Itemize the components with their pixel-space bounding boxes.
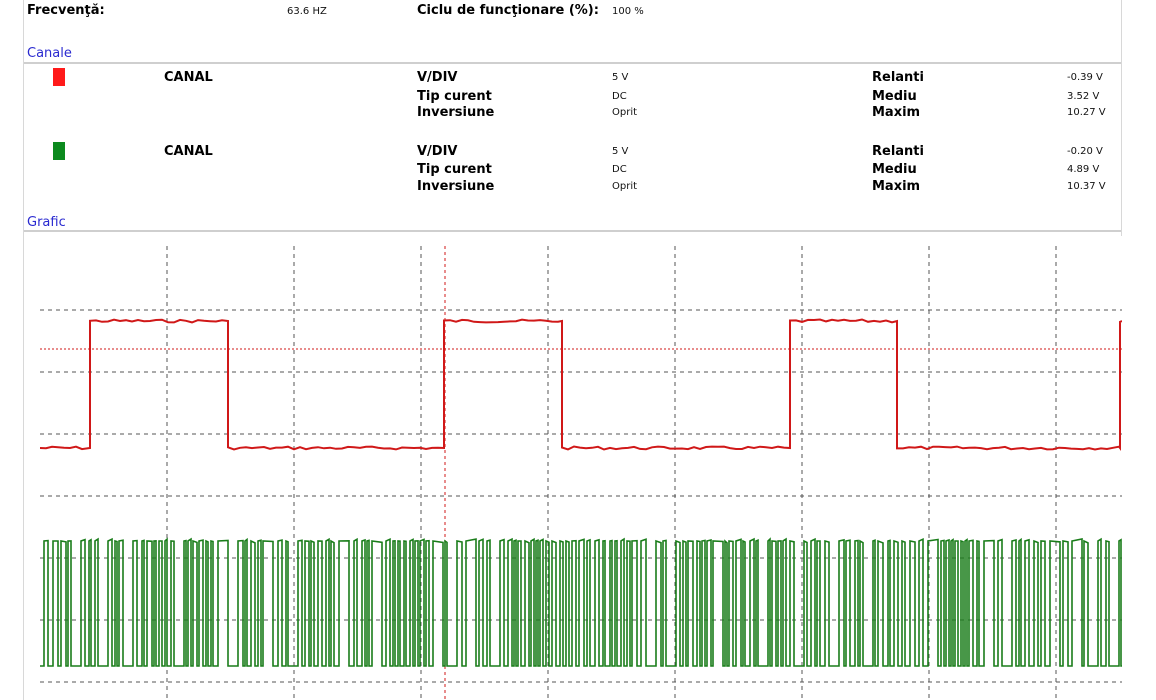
channel-2-idle-label: Relanti: [872, 144, 924, 159]
channel-1-color-swatch[interactable]: [53, 68, 65, 86]
channel-1-invert-value: Oprit: [612, 107, 638, 118]
frequency-label: Frecvenţă:: [27, 3, 105, 18]
channel-1-trace: [40, 318, 1122, 451]
channel-2-coupling-value: DC: [612, 164, 627, 175]
channel-1-coupling-value: DC: [612, 91, 627, 102]
duty-cycle-label: Ciclu de funcţionare (%):: [417, 3, 599, 18]
channel-2-vdiv-value: 5 V: [612, 146, 629, 157]
channel-1-invert-label: Inversiune: [417, 105, 495, 120]
channel-1-name: CANAL: [164, 70, 213, 85]
channel-2-color-swatch[interactable]: [53, 142, 65, 160]
graph-grid: [40, 246, 1122, 700]
channels-section-title: Canale: [27, 46, 72, 61]
channel-2-vdiv-label: V/DIV: [417, 144, 458, 159]
channel-1-idle-value: -0.39 V: [1067, 72, 1103, 83]
channel-1-max-value: 10.27 V: [1067, 107, 1106, 118]
duty-cycle-value: 100 %: [612, 6, 644, 17]
channel-1-vdiv-label: V/DIV: [417, 70, 458, 85]
channel-2-coupling-label: Tip curent: [417, 162, 492, 177]
channels-divider: [24, 62, 1121, 64]
graph-divider: [24, 230, 1121, 232]
channel-2-avg-value: 4.89 V: [1067, 164, 1100, 175]
channel-1-avg-value: 3.52 V: [1067, 91, 1100, 102]
oscilloscope-graph[interactable]: [40, 236, 1122, 700]
channel-2-trace: [40, 537, 1122, 667]
frequency-value: 63.6 HZ: [287, 6, 327, 17]
channel-1-vdiv-value: 5 V: [612, 72, 629, 83]
channel-2-max-value: 10.37 V: [1067, 181, 1106, 192]
channel-2-max-label: Maxim: [872, 179, 921, 194]
channel-1-max-label: Maxim: [872, 105, 921, 120]
right-border: [1121, 0, 1122, 236]
channel-1-avg-label: Mediu: [872, 89, 917, 104]
channel-2-name: CANAL: [164, 144, 213, 159]
left-border: [23, 0, 24, 700]
graph-section-title: Grafic: [27, 215, 66, 230]
channel-1-coupling-label: Tip curent: [417, 89, 492, 104]
channel-1-idle-label: Relanti: [872, 70, 924, 85]
channel-2-invert-value: Oprit: [612, 181, 638, 192]
channel-2-avg-label: Mediu: [872, 162, 917, 177]
channel-2-idle-value: -0.20 V: [1067, 146, 1103, 157]
channel-2-invert-label: Inversiune: [417, 179, 495, 194]
